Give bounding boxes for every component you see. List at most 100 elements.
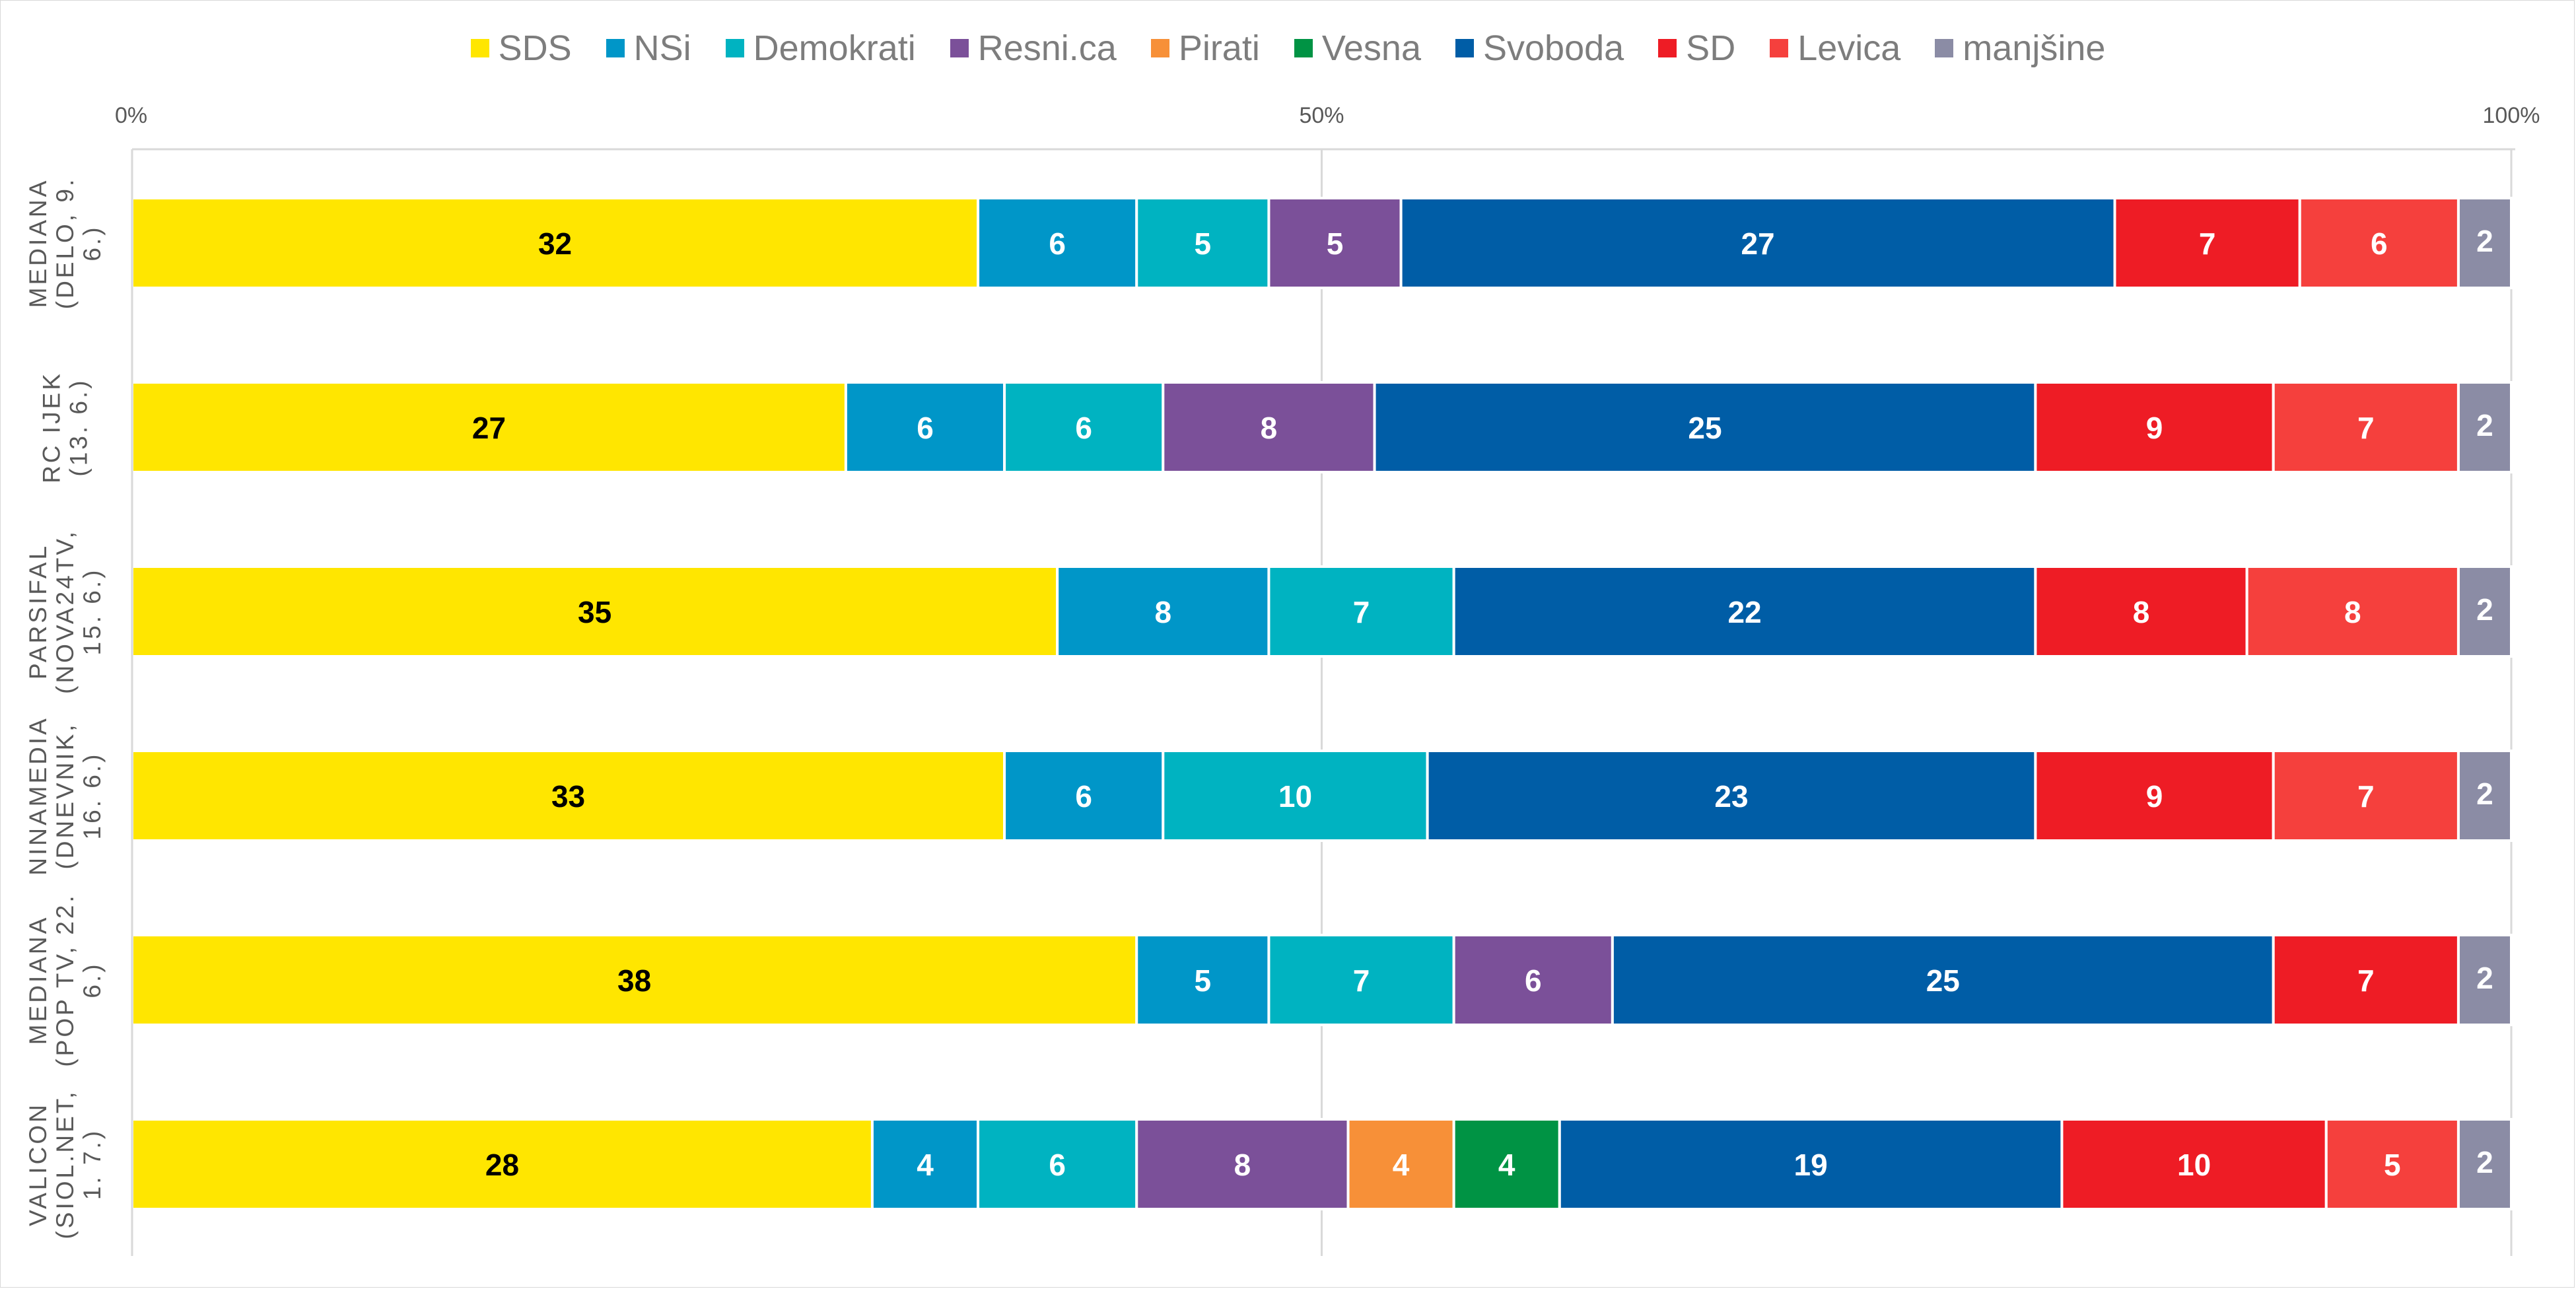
bar-segment	[1558, 1118, 2064, 1210]
legend-item: Levica	[1770, 28, 1900, 69]
data-label: 25	[1926, 963, 1960, 998]
legend-swatch	[1455, 39, 1474, 57]
category-label-line: MEDIANA	[24, 178, 52, 308]
bar-segment	[1399, 197, 2116, 289]
data-label: 6	[1049, 1148, 1066, 1182]
bar-segment	[1267, 934, 1455, 1026]
data-label: 6	[917, 411, 934, 445]
data-label: 5	[1327, 226, 1344, 261]
legend-item: Svoboda	[1455, 28, 1624, 69]
x-tick-label: 0%	[115, 103, 147, 128]
bar-segment	[977, 1118, 1138, 1210]
bar-segment	[1135, 934, 1271, 1026]
category-label-line: 1. 7.)	[79, 1129, 106, 1200]
legend-label: SD	[1686, 28, 1736, 68]
bar-segment	[2456, 749, 2513, 842]
data-label: 6	[1049, 226, 1066, 261]
data-label: 8	[2344, 595, 2361, 629]
bar-segment	[1267, 565, 1455, 658]
bar-segment	[2456, 565, 2513, 658]
legend-label: SDS	[498, 28, 572, 68]
data-label: 5	[1195, 226, 1212, 261]
data-label: 4	[917, 1148, 934, 1182]
bar-segment	[1452, 934, 1614, 1026]
bar-segment	[2456, 1118, 2513, 1210]
data-label: 2	[2476, 1145, 2493, 1179]
legend-label: manjšine	[1963, 28, 2106, 68]
category-label-line: VALICON	[24, 1102, 52, 1226]
category-label-line: (DNEVNIK,	[52, 722, 79, 869]
data-label: 5	[1195, 963, 1212, 998]
data-label: 7	[1353, 963, 1370, 998]
bar-segment	[1135, 197, 1271, 289]
data-label: 38	[617, 963, 651, 998]
bar-segment	[131, 749, 1006, 842]
category-label-line: (POP TV, 22.	[52, 893, 79, 1066]
category-label-line: MEDIANA	[24, 915, 52, 1045]
bar-segment	[1611, 934, 2275, 1026]
legend-item: SDS	[470, 28, 572, 69]
bar-segment	[1373, 381, 2037, 473]
legend-item: SD	[1658, 28, 1735, 69]
legend-item: Resni.ca	[950, 28, 1117, 69]
data-label: 7	[2357, 411, 2375, 445]
legend-label: Pirati	[1178, 28, 1260, 68]
bar-segment	[131, 197, 980, 289]
legend-swatch	[725, 39, 744, 57]
bar-segment	[844, 381, 1006, 473]
legend-swatch	[1935, 39, 1954, 57]
data-label: 27	[1741, 226, 1774, 261]
data-label: 4	[1498, 1148, 1515, 1182]
legend-swatch	[1658, 39, 1677, 57]
category-label-line: 6.)	[79, 961, 106, 998]
legend-item: manjšine	[1935, 28, 2105, 69]
legend-label: Svoboda	[1482, 28, 1624, 68]
bar-segment	[2456, 381, 2513, 473]
legend-label: NSi	[633, 28, 691, 68]
data-label: 2	[2476, 592, 2493, 627]
data-label: 7	[2357, 963, 2375, 998]
data-label: 10	[1278, 779, 1312, 814]
x-tick-label: 50%	[1299, 103, 1344, 128]
data-label: 8	[2133, 595, 2150, 629]
data-label: 28	[485, 1148, 519, 1182]
category-label-line: 15. 6.)	[79, 568, 106, 656]
data-label: 7	[2357, 779, 2375, 814]
legend-swatch	[1294, 39, 1313, 57]
legend-swatch	[1770, 39, 1789, 57]
legend-item: Vesna	[1294, 28, 1421, 69]
legend-swatch	[1150, 39, 1169, 57]
data-label: 27	[472, 411, 506, 445]
legend-swatch	[470, 39, 489, 57]
bar-segment	[131, 1118, 874, 1210]
data-label: 2	[2476, 408, 2493, 442]
category-label-line: PARSIFAL	[24, 543, 52, 679]
category-label: MEDIANA (POP TV, 22. 6.)	[24, 893, 106, 1066]
data-label: 8	[1155, 595, 1172, 629]
data-label: 2	[2476, 777, 2493, 811]
data-label: 35	[578, 595, 611, 629]
category-label-line: NINAMEDIA	[24, 716, 52, 876]
category-label: RC IJEK (13. 6.)	[38, 371, 92, 483]
legend-label: Demokrati	[753, 28, 916, 68]
category-label-line: (SIOL.NET,	[52, 1089, 79, 1239]
bar-segment	[2324, 1118, 2460, 1210]
bar-segment	[1003, 381, 1165, 473]
category-label-line: (DELO, 9.	[52, 177, 79, 310]
legend-item: Demokrati	[725, 28, 916, 69]
bar-segment	[2113, 197, 2301, 289]
legend-label: Levica	[1797, 28, 1901, 68]
x-tick-label: 100%	[2483, 103, 2540, 128]
data-label: 9	[2146, 411, 2163, 445]
legend-label: Resni.ca	[977, 28, 1117, 68]
category-label-line: 6.)	[79, 225, 106, 261]
data-label: 32	[538, 226, 572, 261]
category-label: VALICON (SIOL.NET, 1. 7.)	[24, 1089, 106, 1239]
data-label: 22	[1727, 595, 1761, 629]
data-label: 23	[1714, 779, 1748, 814]
bar-segment	[2060, 1118, 2328, 1210]
bar-segment	[2456, 197, 2513, 289]
category-label: NINAMEDIA (DNEVNIK, 16. 6.)	[24, 716, 106, 876]
